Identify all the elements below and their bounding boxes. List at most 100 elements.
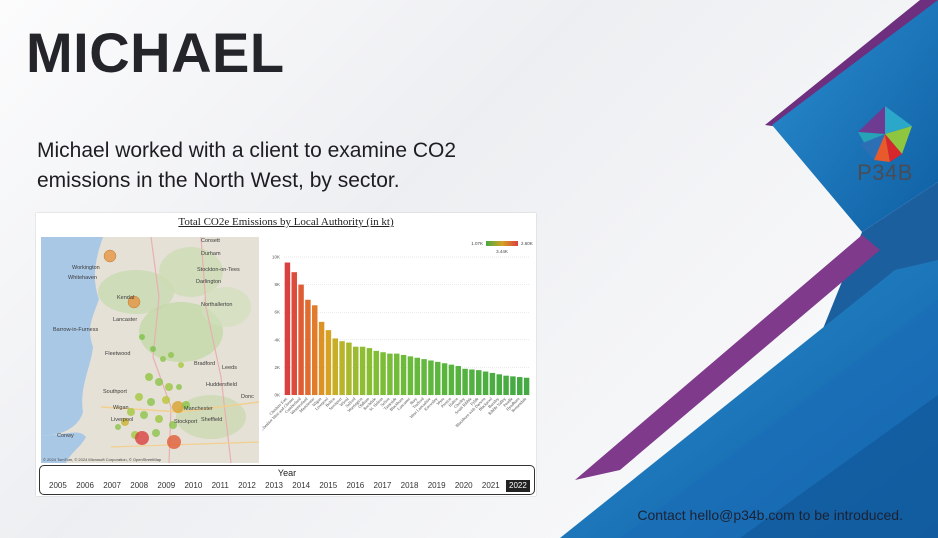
year-option-2015[interactable]: 2015 <box>319 481 338 490</box>
bar-21[interactable] <box>421 359 427 395</box>
map-label-southport: Southport <box>103 389 127 395</box>
slide-title: MICHAEL <box>26 21 285 84</box>
bar-25[interactable] <box>448 364 455 395</box>
year-option-2007[interactable]: 2007 <box>103 481 121 490</box>
year-option-2011[interactable]: 2011 <box>211 481 229 490</box>
bar-8[interactable] <box>332 338 338 395</box>
contact-text: Contact hello@p34b.com to be introduced. <box>637 507 903 523</box>
map-label-sheffield: Sheffield <box>201 417 223 423</box>
bar-6[interactable] <box>318 321 325 395</box>
bar-22[interactable] <box>428 360 434 396</box>
bar-29[interactable] <box>476 370 482 395</box>
x-tick-label: Wigan <box>311 396 323 408</box>
bar-5[interactable] <box>312 305 318 395</box>
bar-4[interactable] <box>305 299 311 395</box>
bar-2[interactable] <box>291 272 297 395</box>
legend-gradient <box>486 241 518 246</box>
dashboard-screenshot: Total CO2e Emissions by Local Authority … <box>36 213 536 496</box>
year-option-2005[interactable]: 2005 <box>49 481 67 490</box>
bar-20[interactable] <box>414 357 420 395</box>
map-label-whitehaven: Whitehaven <box>68 275 98 281</box>
x-tick-label: Bury <box>408 396 418 406</box>
map-label-stockport: Stockport <box>174 419 198 425</box>
map-label-northallerton: Northallerton <box>201 302 233 308</box>
dashboard-title: Total CO2e Emissions by Local Authority … <box>178 216 394 228</box>
bar-13[interactable] <box>366 348 373 395</box>
year-option-2017[interactable]: 2017 <box>373 481 392 490</box>
bar-14[interactable] <box>373 350 379 395</box>
year-option-2018[interactable]: 2018 <box>400 481 419 490</box>
bar-34[interactable] <box>510 376 516 395</box>
year-option-2010[interactable]: 2010 <box>184 481 203 490</box>
bar-33[interactable] <box>503 375 509 395</box>
year-option-2012[interactable]: 2012 <box>238 481 256 490</box>
map-credit: © 2024 TomTom, © 2024 Microsoft Corporat… <box>43 457 162 462</box>
map-label-manchester: Manchester <box>184 406 213 412</box>
bar-15[interactable] <box>380 352 386 395</box>
x-tick-label: Wyre <box>435 396 445 406</box>
year-option-2006[interactable]: 2006 <box>76 481 94 490</box>
bar-30[interactable] <box>482 371 489 395</box>
year-slicer: Year 2005 2006 2007 2008 2009 2010 2011 2012 201… <box>39 465 535 495</box>
map-label-kendal: Kendal <box>117 295 135 301</box>
y-tick-label: 10K <box>272 255 280 260</box>
year-option-2014[interactable]: 2014 <box>292 481 311 490</box>
bar-9[interactable] <box>339 341 345 395</box>
emission-bubbles <box>103 249 190 449</box>
map-label-donc: Donc <box>241 394 254 400</box>
legend-max-label: 2.60K <box>521 241 533 246</box>
map-label-stockton: Stockton-on-Tees <box>197 267 240 273</box>
bar-3[interactable] <box>298 284 304 395</box>
y-tick-label: 4K <box>274 337 280 342</box>
map-label-leeds: Leeds <box>222 365 237 371</box>
year-option-2020[interactable]: 2020 <box>454 481 473 490</box>
map-label-darlington: Darlington <box>196 279 222 285</box>
bar-10[interactable] <box>346 342 352 395</box>
map-label-conwy: Conwy <box>57 433 74 439</box>
year-option-2016[interactable]: 2016 <box>346 481 365 490</box>
map-label-fleetwood: Fleetwood <box>105 351 131 357</box>
bar-24[interactable] <box>441 363 448 395</box>
bar-26[interactable] <box>455 366 461 395</box>
year-slicer-label: Year <box>277 468 297 478</box>
year-option-2008[interactable]: 2008 <box>130 481 149 490</box>
bar-18[interactable] <box>400 354 407 395</box>
bar-11[interactable] <box>353 346 359 395</box>
bar-32[interactable] <box>496 374 502 395</box>
map-label-lancaster: Lancaster <box>113 317 138 323</box>
bar-7[interactable] <box>325 330 332 395</box>
bar-36[interactable] <box>523 377 530 395</box>
x-tick-label: Fylde <box>469 396 479 406</box>
legend-min-label: 1.07K <box>471 241 483 246</box>
year-option-2021[interactable]: 2021 <box>481 481 500 490</box>
y-tick-label: 0K <box>274 393 280 398</box>
bar-12[interactable] <box>359 346 366 395</box>
year-option-2009[interactable]: 2009 <box>157 481 176 490</box>
bar-31[interactable] <box>489 372 496 395</box>
map-label-liverpool: Liverpool <box>111 417 134 423</box>
map-label-workington: Workington <box>72 265 100 271</box>
slide-description: Michael worked with a client to examine … <box>37 139 457 192</box>
bar-16[interactable] <box>387 353 393 395</box>
y-tick-label: 8K <box>274 282 280 287</box>
bar-23[interactable] <box>435 361 441 395</box>
bar-19[interactable] <box>407 356 414 395</box>
logo-wordmark: P34B <box>857 160 913 185</box>
map-label-wigan: Wigan <box>113 405 129 411</box>
bar-27[interactable] <box>462 368 468 395</box>
x-tick-label: Sefton <box>379 396 391 408</box>
bar-35[interactable] <box>517 377 523 395</box>
map-label-consett: Consett <box>201 238 220 244</box>
legend-mid-label: 3.44K <box>496 249 508 254</box>
year-option-2019[interactable]: 2019 <box>427 481 446 490</box>
year-option-2022[interactable]: 2022 <box>506 480 530 492</box>
bar-1[interactable] <box>284 262 291 395</box>
bar-17[interactable] <box>394 353 400 395</box>
emissions-map: Consett Durham Workington Whitehaven Sto… <box>41 237 259 463</box>
year-option-2013[interactable]: 2013 <box>265 481 283 490</box>
year-options: 2005 2006 2007 2008 2009 2010 2011 2012 2013 2014… <box>46 480 530 492</box>
y-tick-label: 2K <box>274 365 280 370</box>
bar-28[interactable] <box>469 369 475 395</box>
